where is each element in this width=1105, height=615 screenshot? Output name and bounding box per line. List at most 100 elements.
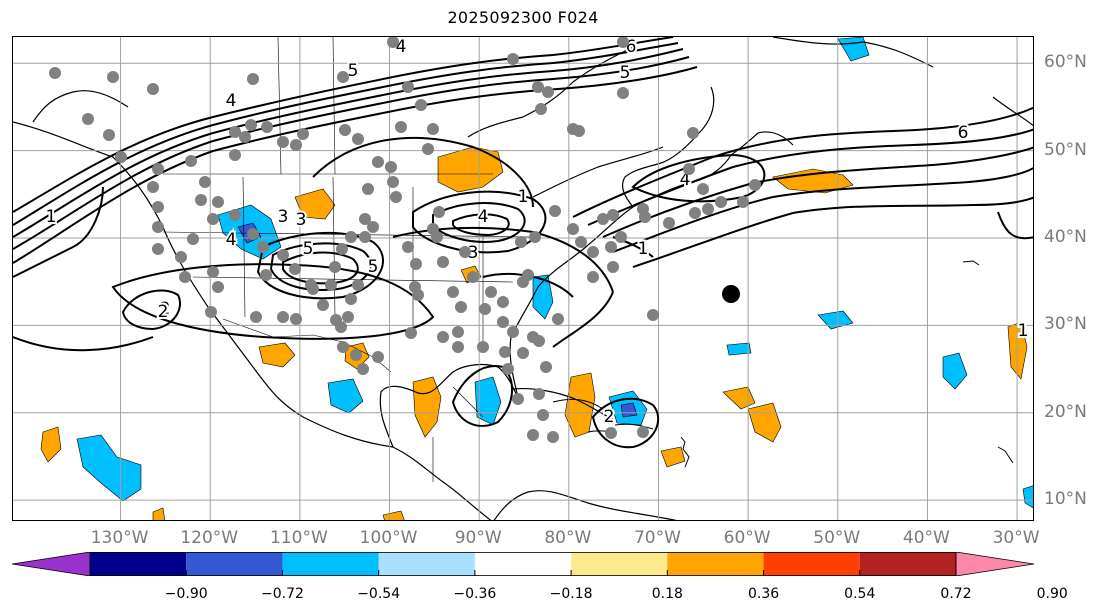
colorbar-tick-label: 0.36 <box>747 586 780 602</box>
station-marker <box>362 183 374 195</box>
station-marker <box>687 127 699 139</box>
station-marker <box>372 156 384 168</box>
colorbar-tick-label: 0.72 <box>940 586 972 602</box>
station-marker <box>499 346 511 358</box>
lat-tick-label: 20°N <box>1044 401 1087 422</box>
station-marker <box>507 53 519 65</box>
contour-label: 2 <box>604 407 615 427</box>
contour-label: 4 <box>226 230 237 250</box>
station-marker <box>529 231 541 243</box>
station-marker <box>82 113 94 125</box>
station-marker <box>277 311 289 323</box>
station-marker <box>257 241 269 253</box>
station-marker <box>402 81 414 93</box>
station-marker <box>49 67 61 79</box>
station-marker <box>387 37 399 48</box>
station-marker <box>352 133 364 145</box>
station-marker <box>447 286 459 298</box>
station-marker <box>452 326 464 338</box>
positive-anomaly-patch <box>294 188 336 220</box>
station-marker <box>537 409 549 421</box>
station-marker <box>702 203 714 215</box>
station-marker <box>437 331 449 343</box>
station-marker <box>329 261 341 273</box>
station-marker <box>212 281 224 293</box>
contour-label: 3 <box>468 243 479 263</box>
lat-tick-label: 50°N <box>1044 139 1087 160</box>
country-state-borders <box>162 37 534 482</box>
station-marker <box>431 231 443 243</box>
station-marker <box>372 351 384 363</box>
station-marker <box>352 279 364 291</box>
station-marker <box>152 221 164 233</box>
contour-label: 6 <box>958 123 969 143</box>
station-marker <box>305 279 317 291</box>
station-marker <box>455 301 467 313</box>
station-marker <box>297 128 309 140</box>
station-marker <box>477 341 489 353</box>
station-marker <box>359 213 371 225</box>
station-marker <box>339 124 351 136</box>
station-marker <box>335 321 347 333</box>
highlight-marker <box>722 285 740 303</box>
station-marker <box>229 149 241 161</box>
station-marker <box>637 426 649 438</box>
negative-anomaly-patch <box>817 310 854 330</box>
station-marker <box>587 246 599 258</box>
station-marker <box>532 81 544 93</box>
positive-anomaly-patch <box>564 372 596 438</box>
station-marker <box>205 306 217 318</box>
colorbar-cell <box>378 552 475 576</box>
station-marker <box>507 326 519 338</box>
lon-tick-label: 90°W <box>454 528 502 548</box>
station-marker <box>410 258 422 270</box>
station-marker <box>497 296 509 308</box>
contour-label: 3 <box>278 207 289 227</box>
station-marker <box>542 86 554 98</box>
station-marker <box>663 217 675 229</box>
station-marker <box>337 71 349 83</box>
colorbar-tick-label: −0.18 <box>549 586 593 602</box>
negative-anomaly-patch <box>726 342 752 356</box>
contour-label: 5 <box>368 257 379 277</box>
negative-anomaly-patch <box>532 274 554 320</box>
station-marker <box>357 363 369 375</box>
colorbar-tick-label: −0.72 <box>260 586 304 602</box>
lat-tick-label: 60°N <box>1044 52 1087 73</box>
station-marker <box>522 269 534 281</box>
station-marker <box>229 126 241 138</box>
lon-tick-label: 50°W <box>813 528 861 548</box>
station-marker <box>405 327 417 339</box>
station-marker <box>187 233 199 245</box>
station-marker <box>689 207 701 219</box>
colorbar-tick-label: −0.54 <box>357 586 401 602</box>
station-marker <box>617 87 629 99</box>
positive-anomaly-patch <box>747 402 782 443</box>
contour-label: 3 <box>296 210 307 230</box>
colorbar-cell <box>186 552 283 576</box>
station-marker <box>517 347 529 359</box>
station-marker <box>459 246 471 258</box>
contour-label: 5 <box>348 61 359 81</box>
colorbar-outline <box>89 552 957 576</box>
positive-anomaly-patch <box>382 510 405 520</box>
contour-label: 2 <box>158 302 169 322</box>
station-marker <box>467 271 479 283</box>
station-marker <box>367 221 379 233</box>
station-marker <box>573 125 585 137</box>
station-marker <box>639 211 651 223</box>
colorbar-cell <box>859 552 956 576</box>
station-marker <box>345 231 357 243</box>
station-marker <box>229 209 241 221</box>
station-marker <box>512 393 524 405</box>
station-marker <box>497 316 509 328</box>
station-marker <box>552 313 564 325</box>
station-marker <box>683 163 695 175</box>
positive-anomaly-patch <box>40 426 62 463</box>
colorbar-cell <box>571 552 668 576</box>
station-marker <box>437 256 449 268</box>
lon-tick-label: 70°W <box>633 528 681 548</box>
station-marker <box>207 266 219 278</box>
lon-tick-label: 30°W <box>992 528 1040 548</box>
